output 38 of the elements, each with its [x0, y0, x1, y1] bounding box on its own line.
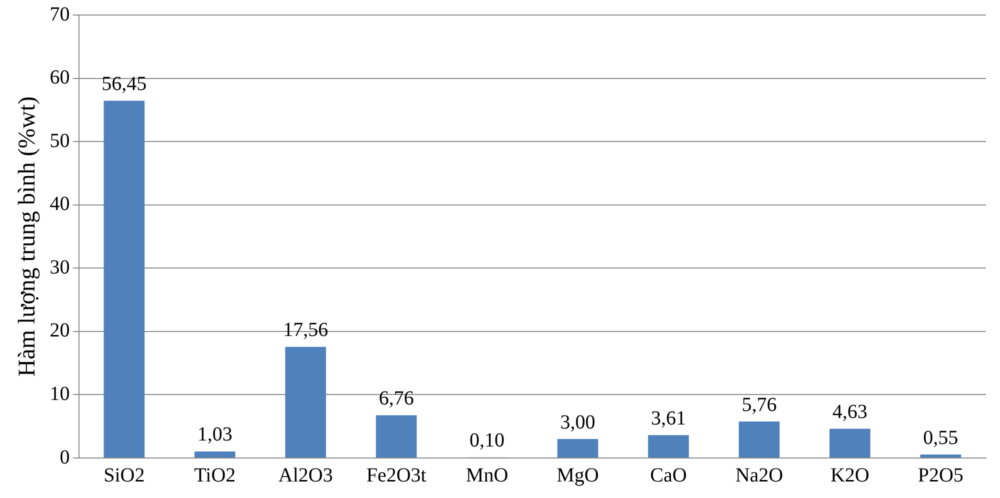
- x-tick-label: Fe2O3t: [366, 464, 427, 486]
- y-tick-label: 20: [50, 320, 70, 342]
- data-label: 0,55: [923, 426, 958, 449]
- y-tick-label: 70: [50, 3, 70, 26]
- x-tick-label: Al2O3: [278, 464, 333, 486]
- bar: [194, 451, 236, 458]
- x-tick-label: MgO: [556, 464, 599, 486]
- y-tick-label: 0: [60, 446, 70, 468]
- x-tick-label: SiO2: [104, 464, 145, 486]
- data-label: 1,03: [197, 424, 232, 446]
- bar: [920, 454, 962, 458]
- x-tick-label: MnO: [466, 464, 508, 486]
- y-tick-label: 50: [50, 130, 70, 152]
- bar: [557, 439, 598, 458]
- bar: [830, 428, 870, 458]
- x-tick-label: CaO: [650, 464, 687, 486]
- y-tick-label: 30: [50, 256, 70, 278]
- data-label: 17,56: [283, 319, 328, 342]
- x-tick-label: P2O5: [918, 464, 964, 486]
- data-label: 4,63: [832, 400, 868, 423]
- x-tick-label: Na2O: [735, 464, 784, 486]
- data-label: 3,61: [650, 407, 686, 430]
- bar: [738, 422, 780, 458]
- data-label: 56,45: [102, 73, 147, 95]
- bar: [104, 100, 145, 458]
- bar: [285, 346, 326, 458]
- y-axis-title: Hàm lượng trung bình (%wt): [14, 96, 41, 377]
- bar: [376, 415, 417, 458]
- data-label: 0,10: [470, 430, 505, 452]
- y-tick-label: 10: [50, 382, 70, 405]
- y-tick-label: 60: [50, 66, 70, 89]
- x-tick-label: TiO2: [194, 464, 236, 486]
- data-label: 3,00: [560, 411, 596, 434]
- data-label: 5,76: [742, 394, 777, 416]
- bar: [648, 435, 689, 458]
- y-tick-label: 40: [50, 193, 70, 216]
- data-label: 6,76: [378, 387, 414, 410]
- x-tick-label: K2O: [830, 464, 870, 486]
